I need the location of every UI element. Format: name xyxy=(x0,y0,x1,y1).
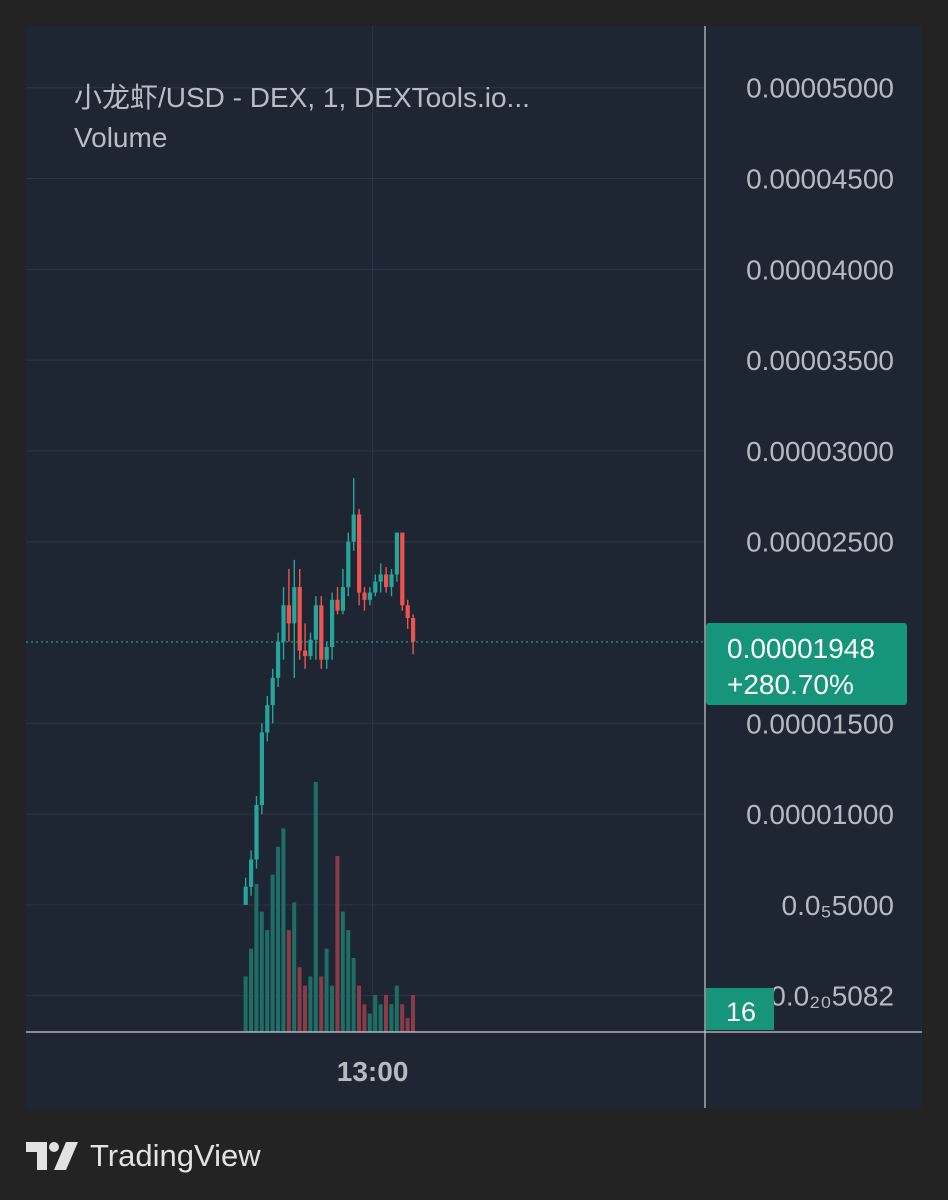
volume-tag xyxy=(706,988,774,1030)
y-tick-label: 0.00004000 xyxy=(746,254,894,285)
candle-body xyxy=(276,641,281,678)
volume-bar xyxy=(243,976,248,1032)
candle-body xyxy=(286,605,291,624)
tradingview-logo[interactable]: TradingView xyxy=(26,1136,261,1176)
volume-bar xyxy=(319,976,324,1032)
volume-bar xyxy=(394,985,399,1032)
candle-body xyxy=(357,514,362,593)
candle-body xyxy=(297,587,302,651)
y-tick-label: 0.00005000 xyxy=(746,73,894,104)
y-tick-label: 0.00003500 xyxy=(746,345,894,376)
volume-bar xyxy=(286,930,291,1032)
volume-bar xyxy=(292,902,297,1032)
volume-bar xyxy=(303,985,307,1032)
price-tag-value: 0.00001948 xyxy=(727,633,875,664)
volume-bar xyxy=(276,846,280,1032)
candle-body xyxy=(319,605,324,660)
volume-bar xyxy=(308,976,313,1032)
candle-body xyxy=(340,587,345,611)
candle-body xyxy=(324,647,329,660)
volume-bar xyxy=(346,930,351,1032)
candle-body xyxy=(313,605,318,640)
volume-bar xyxy=(367,1013,372,1032)
y-tick-label: 0.00003000 xyxy=(746,436,894,467)
y-tick-label: 0.0₅5000 xyxy=(782,890,895,921)
candle-body xyxy=(243,886,248,905)
y-tick-label: 0.00004500 xyxy=(746,164,894,195)
candle-body xyxy=(389,574,394,588)
candle-body xyxy=(335,599,340,611)
volume-bar xyxy=(405,1018,410,1032)
volume-bar xyxy=(411,994,415,1032)
candle-body xyxy=(400,532,405,606)
candle-body xyxy=(394,532,399,575)
volume-bar xyxy=(281,828,286,1032)
candle-body xyxy=(249,859,254,887)
volume-bar xyxy=(259,911,264,1032)
volume-bar xyxy=(384,994,388,1032)
volume-indicator-label[interactable]: Volume xyxy=(74,122,168,153)
candle-body xyxy=(303,650,308,657)
y-tick-label: 0.0₂₀5082 xyxy=(770,981,894,1012)
volume-bar xyxy=(351,957,356,1032)
candle-body xyxy=(281,605,286,642)
candle-body xyxy=(330,599,335,648)
candle-body xyxy=(411,617,416,642)
volume-bar xyxy=(330,985,334,1032)
tradingview-brand-name: TradingView xyxy=(90,1138,261,1173)
candle-body xyxy=(308,639,313,657)
candle-body xyxy=(378,574,383,582)
candle-body xyxy=(405,605,410,618)
candle-body xyxy=(254,805,259,860)
volume-bar xyxy=(270,874,275,1032)
volume-bar xyxy=(389,1004,394,1032)
candle-body xyxy=(384,574,389,588)
y-tick-label: 0.00001000 xyxy=(746,799,894,830)
chart-title: 小龙虾/USD - DEX, 1, DEXTools.io... xyxy=(74,82,530,113)
volume-bar xyxy=(335,856,340,1032)
volume-bar xyxy=(254,883,259,1032)
price-tag-change: +280.70% xyxy=(727,669,854,700)
price-tag xyxy=(706,623,907,705)
volume-bar xyxy=(357,985,361,1032)
volume-bar xyxy=(373,994,378,1032)
candle-body xyxy=(292,587,297,624)
chart-panel: 0.00005000 0.00004500 0.00004000 0.00003500… xyxy=(26,26,922,1108)
volume-bar xyxy=(249,948,253,1032)
candle-body xyxy=(346,541,351,588)
volume-bar xyxy=(378,1004,383,1032)
candle-body xyxy=(270,677,275,706)
volume-bar xyxy=(340,911,345,1032)
candle-body xyxy=(367,592,372,600)
x-tick-label: 13:00 xyxy=(337,1056,409,1087)
volume-tag-label: 16 xyxy=(726,997,756,1027)
volume-bar xyxy=(400,1004,405,1032)
volume-bar xyxy=(265,930,270,1032)
candle-body xyxy=(259,732,264,806)
volume-bar xyxy=(324,948,329,1032)
volume-bar xyxy=(297,967,302,1032)
candlestick-chart[interactable]: 0.00005000 0.00004500 0.00004000 0.00003500… xyxy=(26,26,922,1108)
y-tick-label: 0.00002500 xyxy=(746,527,894,558)
candle-body xyxy=(362,592,367,600)
y-tick-label: 0.00001500 xyxy=(746,708,894,739)
tradingview-logo-icon xyxy=(26,1142,78,1170)
candle-body xyxy=(373,581,378,593)
candle-body xyxy=(351,514,356,542)
volume-bar xyxy=(313,782,318,1032)
candle-body xyxy=(265,705,270,733)
volume-bar xyxy=(362,1004,367,1032)
